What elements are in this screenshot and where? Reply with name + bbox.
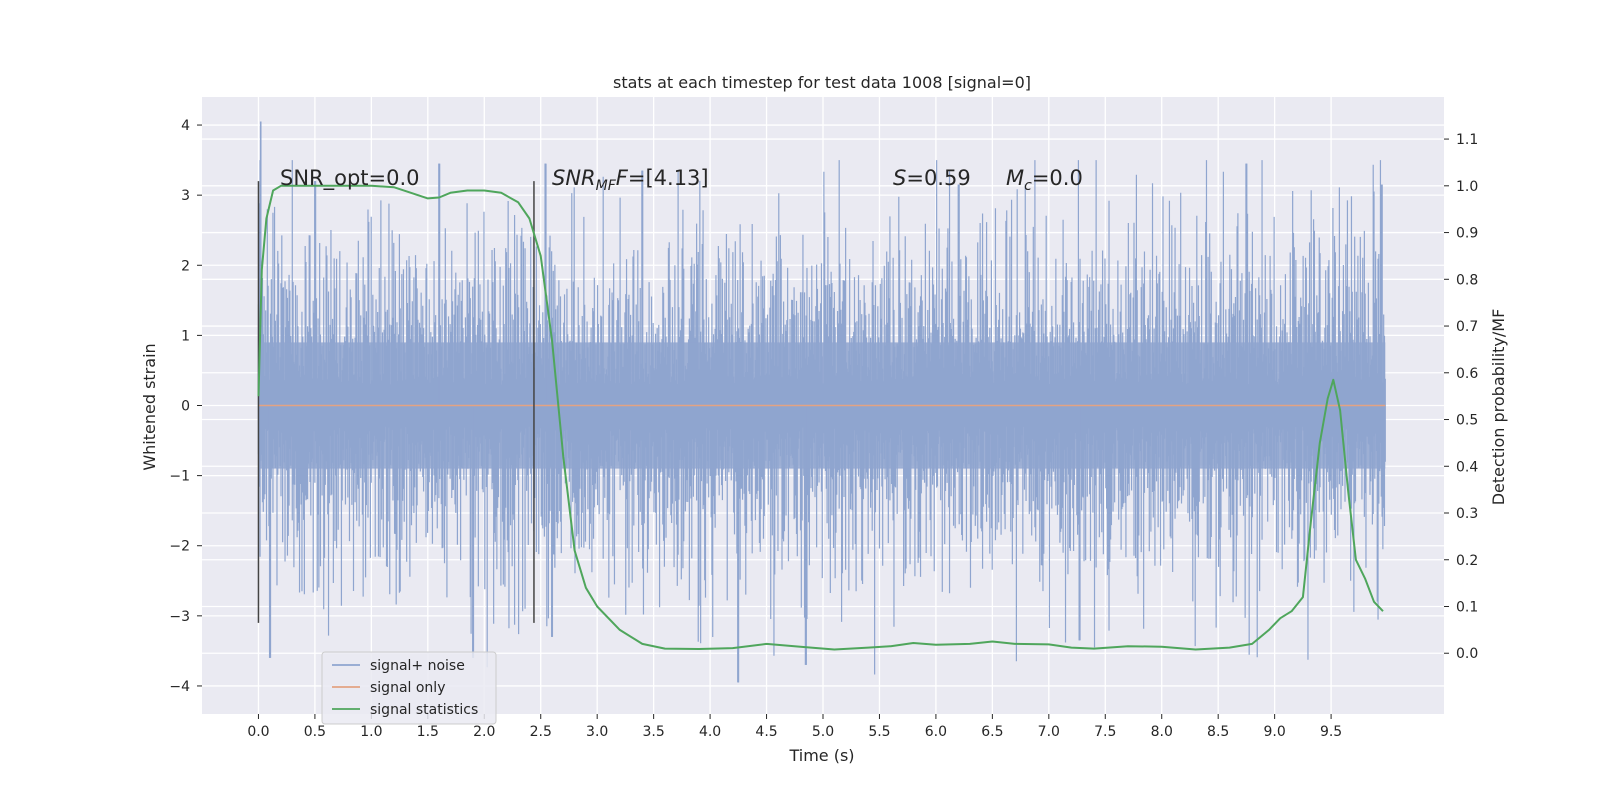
- legend-box: [321, 651, 497, 725]
- x-tick-label-4: 2.0: [473, 724, 495, 740]
- x-tick-label-12: 6.0: [925, 724, 947, 740]
- x-tick-label-10: 5.0: [812, 724, 834, 740]
- mc-name: M: [1006, 166, 1024, 190]
- x-tick-label-6: 3.0: [586, 724, 608, 740]
- s-value: =0.59: [906, 166, 970, 190]
- x-axis-label: Time (s): [788, 746, 854, 765]
- x-tick-label-0: 0.0: [247, 724, 269, 740]
- y-right-tick-label-3: 0.8: [1456, 272, 1478, 288]
- y-left-tick-label-8: −4: [169, 679, 190, 695]
- chart-title: stats at each timestep for test data 100…: [613, 73, 1031, 92]
- y-right-tick-label-5: 0.6: [1456, 366, 1478, 382]
- x-tick-label-11: 5.5: [868, 724, 890, 740]
- x-tick-label-3: 1.5: [417, 724, 439, 740]
- x-tick-label-8: 4.0: [699, 724, 721, 740]
- legend-label-signal: signal only: [370, 680, 445, 696]
- y-ticks-left: 4 3 2 1 0 −1 −2 −3 −4: [169, 118, 202, 695]
- annotation-snr-opt: SNR_opt=0.0: [280, 166, 420, 191]
- y-left-tick-label-5: −1: [169, 469, 190, 485]
- x-tick-label-18: 9.0: [1264, 724, 1286, 740]
- x-tick-label-7: 3.5: [643, 724, 665, 740]
- y-right-tick-label-7: 0.4: [1456, 459, 1478, 475]
- x-tick-label-14: 7.0: [1038, 724, 1060, 740]
- y-left-tick-label-6: −2: [169, 539, 190, 555]
- x-tick-label-16: 8.0: [1151, 724, 1173, 740]
- x-ticks: 0.0 0.5 1.0 1.5 2.0 2.5 3.0 3.5 4.0 4.5 5.0 5.5 6.0 6…: [247, 714, 1342, 740]
- y-right-tick-label-6: 0.5: [1456, 413, 1478, 429]
- x-tick-label-1: 0.5: [304, 724, 326, 740]
- x-tick-label-13: 6.5: [981, 724, 1003, 740]
- snr-mf-name: SNR: [552, 166, 596, 190]
- y-right-tick-label-11: 0.0: [1456, 646, 1478, 662]
- y-left-tick-label-0: 4: [181, 118, 190, 134]
- y-left-tick-label-2: 2: [181, 258, 190, 274]
- stats-series: [257, 184, 1384, 651]
- annotation-snr-mf: SNRMFF=[4.13]: [552, 166, 709, 194]
- y-right-tick-label-0: 1.1: [1456, 132, 1478, 148]
- legend-label-stats: signal statistics: [370, 702, 478, 718]
- y-right-tick-label-2: 0.9: [1456, 226, 1478, 242]
- legend-label-noise: signal+ noise: [370, 658, 465, 674]
- y-axis-label-right: Detection probability/MF: [1489, 309, 1508, 506]
- y-left-tick-label-7: −3: [169, 609, 190, 625]
- x-tick-label-5: 2.5: [530, 724, 552, 740]
- y-axis-label-left: Whitened strain: [140, 343, 159, 470]
- snr-mf-value: =[4.13]: [628, 166, 709, 190]
- y-right-tick-label-1: 1.0: [1456, 179, 1478, 195]
- x-tick-label-2: 1.0: [360, 724, 382, 740]
- y-right-tick-label-4: 0.7: [1456, 319, 1478, 335]
- stats-line: [257, 184, 1384, 651]
- x-tick-label-17: 8.5: [1207, 724, 1229, 740]
- y-left-tick-label-4: 0: [181, 399, 190, 415]
- mc-value: =0.0: [1032, 166, 1083, 190]
- y-left-tick-label-3: 1: [181, 328, 190, 344]
- snr-mf-sub: MF: [596, 178, 617, 194]
- y-left-tick-label-1: 3: [181, 188, 190, 204]
- y-ticks-right: 1.1 1.0 0.9 0.8 0.7 0.6 0.5 0.4 0.3 0.2 0.1 0.0: [1444, 132, 1478, 662]
- s-name: S: [893, 166, 906, 190]
- vertical-lines: [257, 181, 535, 623]
- x-tick-label-15: 7.5: [1094, 724, 1116, 740]
- y-right-tick-label-8: 0.3: [1456, 506, 1478, 522]
- mc-sub: c: [1024, 178, 1032, 194]
- annotation-mc: Mc=0.0: [1006, 166, 1083, 194]
- y-right-tick-label-10: 0.1: [1456, 599, 1478, 615]
- snr-mf-f: F: [616, 166, 629, 190]
- annotation-s: S=0.59: [893, 166, 971, 190]
- x-tick-label-19: 9.5: [1320, 724, 1342, 740]
- legend: signal+ noise signal only signal statist…: [321, 651, 497, 725]
- x-tick-label-9: 4.5: [755, 724, 777, 740]
- y-right-tick-label-9: 0.2: [1456, 553, 1478, 569]
